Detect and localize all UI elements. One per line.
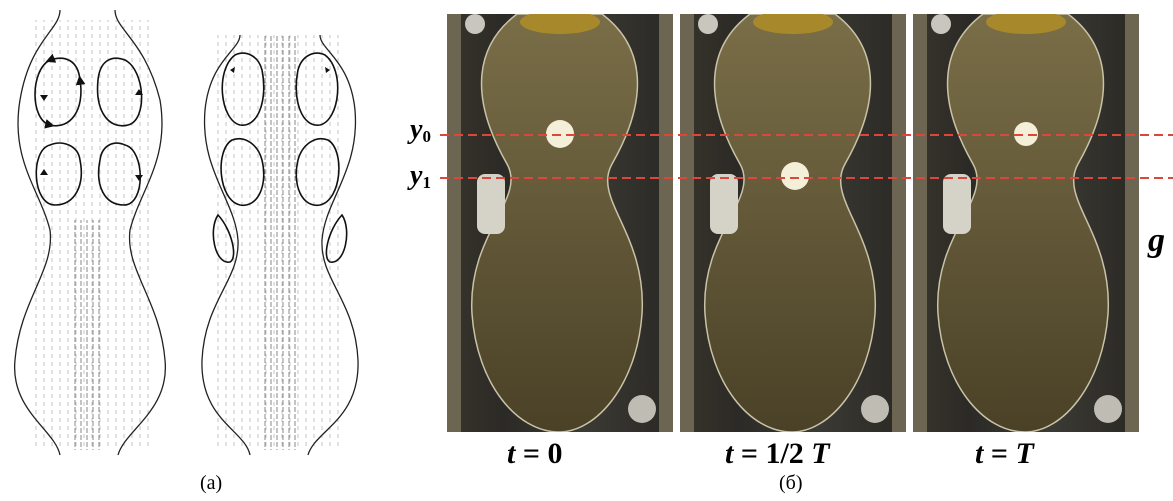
channel-right xyxy=(201,34,359,456)
velocity-field-panel xyxy=(14,9,359,456)
time-label-2: t = 1/2 T xyxy=(725,437,830,470)
label-y1: y1 xyxy=(410,160,431,192)
reference-lines xyxy=(440,134,1173,179)
time-label-3: t = T xyxy=(975,437,1034,470)
channel-left xyxy=(14,9,166,456)
photo-frame-3 xyxy=(913,14,1139,432)
label-y0: y0 xyxy=(410,114,431,146)
particle xyxy=(1014,122,1038,146)
photo-frame-2 xyxy=(680,14,906,432)
photo-frame-1 xyxy=(447,14,673,432)
panel-a-caption: (а) xyxy=(200,472,223,494)
gravity-label: g xyxy=(1148,222,1165,259)
particle xyxy=(781,162,809,190)
time-label-1: t = 0 xyxy=(507,437,563,470)
panel-b-caption: (б) xyxy=(779,472,803,494)
